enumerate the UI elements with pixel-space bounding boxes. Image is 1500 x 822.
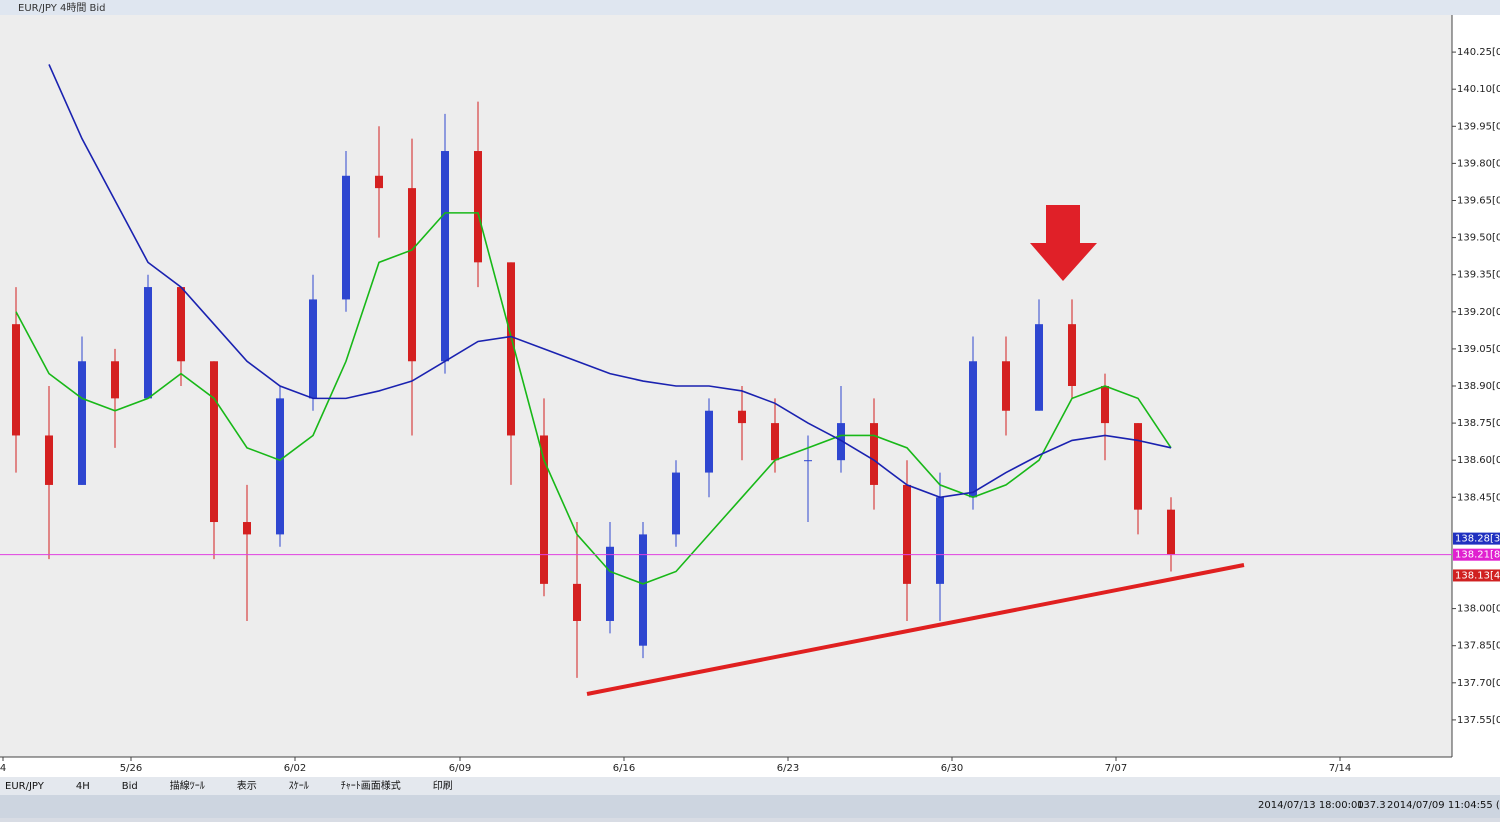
candle-body	[441, 151, 449, 362]
x-tick-label: 4	[0, 763, 6, 774]
candle-body	[672, 472, 680, 535]
toolbar-button[interactable]: EUR/JPY	[5, 781, 45, 792]
price-tag	[1453, 569, 1500, 582]
price-tag	[1453, 532, 1500, 545]
toolbar-button[interactable]: 描線ﾂｰﾙ	[170, 779, 205, 792]
y-tick-label: 139.80[0]	[1457, 158, 1500, 169]
x-tick-label: 6/23	[777, 763, 799, 774]
candle-body	[309, 299, 317, 399]
title-bar	[0, 0, 1500, 15]
candle-body	[705, 410, 713, 473]
toolbar-button[interactable]: Bid	[122, 781, 138, 792]
y-axis-area	[1452, 15, 1500, 757]
candle-body	[12, 324, 20, 436]
candle-body	[144, 287, 152, 399]
toolbar-button[interactable]: 4H	[76, 781, 90, 792]
y-tick-label: 139.35[0]	[1457, 270, 1500, 281]
plot-area	[0, 15, 1452, 757]
trend-line	[586, 563, 1245, 696]
moving-average	[48, 64, 1172, 499]
price-tag-label: 138.28[3	[1455, 534, 1500, 545]
y-tick-label: 139.95[0]	[1457, 121, 1500, 132]
candle-body	[804, 460, 812, 462]
moving-average	[15, 212, 1172, 585]
candle-body	[276, 398, 284, 535]
toolbar-button[interactable]: 印刷	[433, 780, 453, 792]
x-tick-label: 5/26	[120, 763, 142, 774]
candle-body	[870, 423, 878, 485]
y-tick-label: 137.55[0]	[1457, 715, 1500, 726]
y-tick-label: 138.00[0]	[1457, 604, 1500, 615]
x-tick-label: 7/07	[1105, 763, 1127, 774]
candle-body	[738, 410, 746, 424]
candle-body	[969, 361, 977, 498]
candle-body	[639, 534, 647, 646]
toolbar	[0, 777, 1500, 795]
y-tick-label: 137.85[0]	[1457, 641, 1500, 652]
y-tick-label: 138.60[0]	[1457, 455, 1500, 466]
candle-body	[111, 361, 119, 399]
toolbar-button[interactable]: ﾁｬｰﾄ画面様式	[341, 779, 401, 792]
candle-body	[903, 484, 911, 584]
x-tick-label: 6/09	[449, 763, 471, 774]
status-field: 2014/07/13 18:00:00	[1258, 800, 1364, 811]
y-tick-label: 139.05[0]	[1457, 344, 1500, 355]
x-axis-area	[0, 757, 1500, 777]
candle-body	[243, 522, 251, 535]
status-field: 137.3	[1357, 800, 1386, 811]
y-tick-label: 139.20[0]	[1457, 307, 1500, 318]
candle-body	[936, 497, 944, 584]
toolbar-button[interactable]: 表示	[237, 779, 257, 792]
candle-body	[45, 435, 53, 485]
candle-body	[771, 423, 779, 461]
x-tick-label: 6/02	[284, 763, 306, 774]
candle-body	[375, 175, 383, 189]
candle-body	[1002, 361, 1010, 411]
candle-body	[408, 188, 416, 362]
y-tick-label: 138.90[0]	[1457, 381, 1500, 392]
candle-body	[78, 361, 86, 485]
y-tick-label: 138.45[0]	[1457, 492, 1500, 503]
candle-body	[606, 546, 614, 621]
down-arrow	[1030, 205, 1097, 281]
candle-body	[837, 423, 845, 461]
y-tick-label: 138.75[0]	[1457, 418, 1500, 429]
candle-body	[540, 435, 548, 584]
status-field: 2014/07/09 11:04:55 (Lo	[1387, 800, 1500, 811]
price-tag-label: 138.21[8	[1455, 550, 1500, 561]
price-tag-label: 138.13[4	[1455, 570, 1500, 581]
x-tick-label: 7/14	[1329, 763, 1351, 774]
candle-body	[474, 151, 482, 263]
status-bar	[0, 795, 1500, 818]
candle-body	[177, 287, 185, 362]
candle-body	[1035, 324, 1043, 411]
candle-body	[342, 175, 350, 300]
candle-body	[1134, 423, 1142, 510]
candle-body	[1101, 386, 1109, 424]
candle-body	[210, 361, 218, 523]
x-tick-label: 6/16	[613, 763, 635, 774]
y-tick-label: 140.25[0]	[1457, 47, 1500, 58]
candle-body	[1167, 509, 1175, 555]
y-tick-label: 140.10[0]	[1457, 84, 1500, 95]
window-title: EUR/JPY 4時間 Bid	[18, 2, 106, 14]
candle-body	[1068, 324, 1076, 386]
x-tick-label: 6/30	[941, 763, 963, 774]
plot	[12, 64, 1175, 678]
price-tag	[1453, 548, 1500, 561]
y-tick-label: 137.70[0]	[1457, 678, 1500, 689]
candle-body	[507, 262, 515, 436]
toolbar-button[interactable]: ｽｹｰﾙ	[289, 780, 309, 792]
y-tick-label: 139.65[0]	[1457, 196, 1500, 207]
candle-body	[573, 583, 581, 621]
y-tick-label: 139.50[0]	[1457, 233, 1500, 244]
